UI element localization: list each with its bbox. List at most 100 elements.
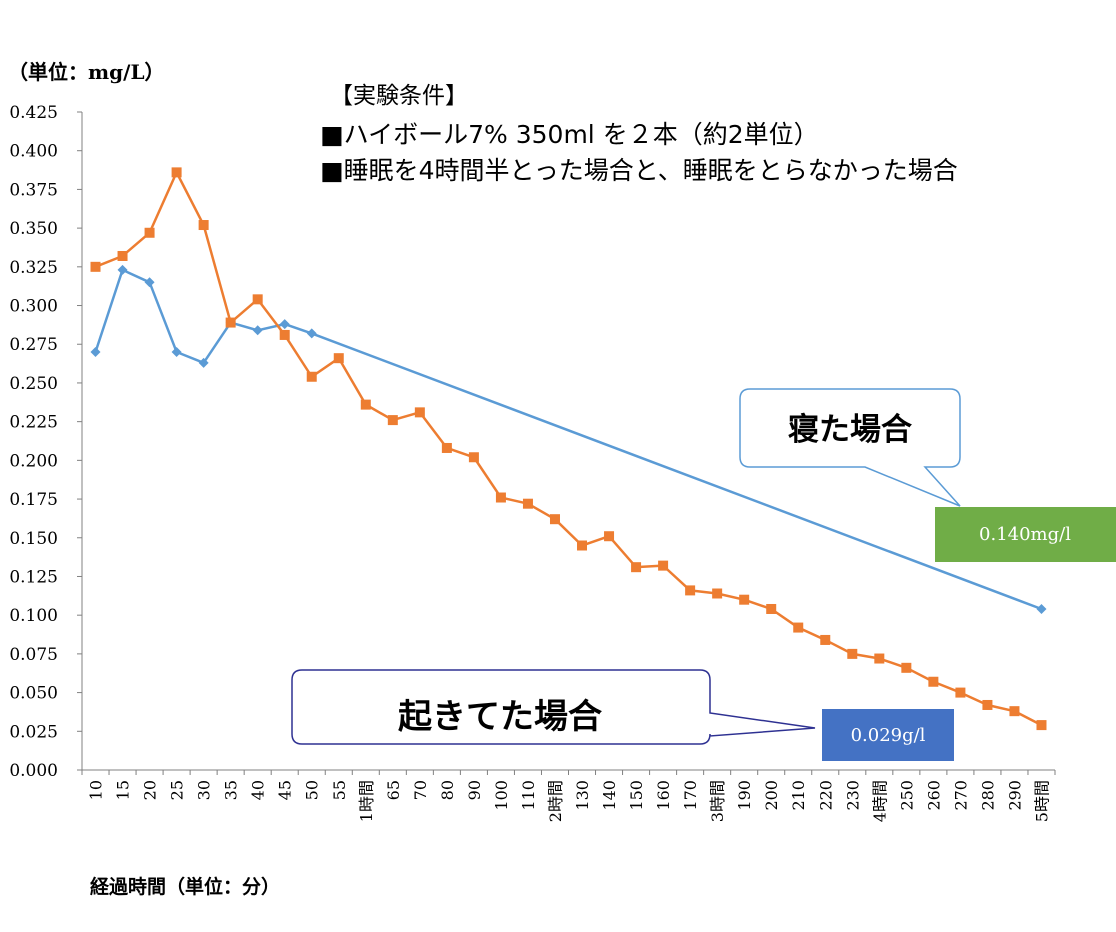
series-2-point bbox=[1036, 720, 1047, 731]
series-2-point bbox=[766, 603, 777, 614]
x-tick-label: 25 bbox=[168, 780, 187, 800]
series-2-point bbox=[414, 407, 425, 418]
slept-callout-bubble bbox=[739, 388, 961, 507]
x-tick-label: 250 bbox=[897, 780, 916, 811]
x-tick-label: 190 bbox=[735, 780, 754, 811]
series-1-point bbox=[252, 325, 263, 336]
x-tick-label: 35 bbox=[222, 780, 241, 800]
series-2-point bbox=[955, 687, 966, 698]
awake-value-text: 0.029g/l bbox=[851, 725, 926, 746]
x-tick-label: 200 bbox=[762, 780, 781, 811]
awake-callout: 起きてた場合 bbox=[291, 669, 816, 745]
y-tick-label: 0.050 bbox=[9, 684, 58, 704]
series-2-point bbox=[874, 653, 885, 664]
y-tick-label: 0.125 bbox=[9, 567, 58, 587]
x-tick-label: 10 bbox=[87, 780, 106, 800]
series-2-point bbox=[658, 560, 669, 571]
series-2-point bbox=[549, 514, 560, 525]
series-2-point bbox=[631, 562, 642, 573]
y-tick-label: 0.175 bbox=[9, 490, 58, 510]
series-markers bbox=[90, 167, 1047, 731]
series-2-point bbox=[441, 442, 452, 453]
awake-value-box: 0.029g/l bbox=[822, 709, 954, 761]
slept-value-text: 0.140mg/l bbox=[979, 524, 1071, 545]
x-tick-label: 150 bbox=[627, 780, 646, 811]
y-tick-label: 0.275 bbox=[9, 335, 58, 355]
y-tick-label: 0.000 bbox=[9, 761, 58, 781]
y-tick-label: 0.425 bbox=[9, 103, 58, 123]
series-1-point bbox=[90, 346, 101, 357]
series-2-point bbox=[712, 588, 723, 599]
conditions-title: 【実験条件】 bbox=[330, 83, 468, 109]
y-tick-label: 0.100 bbox=[9, 606, 58, 626]
x-tick-label: 70 bbox=[411, 780, 430, 800]
series-2-point bbox=[306, 371, 317, 382]
series-2-point bbox=[793, 622, 804, 633]
axes bbox=[77, 111, 1056, 775]
series-2-point bbox=[820, 634, 831, 645]
x-tick-label: 55 bbox=[330, 780, 349, 800]
y-tick-label: 0.400 bbox=[9, 142, 58, 162]
y-tick-label: 0.250 bbox=[9, 374, 58, 394]
series-2-point bbox=[901, 662, 912, 673]
y-tick-label: 0.150 bbox=[9, 529, 58, 549]
x-tick-label: 2時間 bbox=[546, 780, 565, 822]
x-tick-label: 110 bbox=[519, 780, 538, 811]
x-tick-label: 100 bbox=[492, 780, 511, 811]
x-tick-label: 40 bbox=[249, 780, 268, 800]
x-tick-label: 270 bbox=[951, 780, 970, 811]
series-1-point bbox=[279, 319, 290, 330]
x-tick-label: 5時間 bbox=[1032, 780, 1051, 822]
series-2-point bbox=[387, 415, 398, 426]
x-tick-label: 280 bbox=[978, 780, 997, 811]
series-2-point bbox=[847, 648, 858, 659]
series-1-point bbox=[198, 357, 209, 368]
series-1-point bbox=[117, 264, 128, 275]
series-2-point bbox=[90, 261, 101, 272]
x-tick-labels: 10 15 20 25 30 35 40 45 50 55 1時間 65 70 80 90 100 110 2時間… bbox=[87, 780, 1052, 822]
series-2-point bbox=[468, 452, 479, 463]
x-tick-label: 220 bbox=[816, 780, 835, 811]
series-2-point bbox=[577, 540, 588, 551]
x-tick-label: 65 bbox=[384, 780, 403, 800]
x-tick-label: 45 bbox=[276, 780, 295, 800]
x-tick-label: 4時間 bbox=[870, 780, 889, 822]
series-2-point bbox=[982, 699, 993, 710]
series-1-line bbox=[94, 268, 1042, 611]
x-tick-label: 130 bbox=[573, 780, 592, 811]
y-tick-label: 0.350 bbox=[9, 219, 58, 239]
series-2-point bbox=[928, 676, 939, 687]
y-tick-label: 0.200 bbox=[9, 451, 58, 471]
series-1-point bbox=[1036, 603, 1047, 614]
series-2-point bbox=[144, 227, 155, 238]
series-2-point bbox=[604, 531, 615, 542]
condition-line-1: ■ハイボール7% 350ml を２本（約2単位） bbox=[320, 120, 819, 149]
x-tick-label: 260 bbox=[924, 780, 943, 811]
y-tick-label: 0.025 bbox=[9, 722, 58, 742]
x-tick-label: 90 bbox=[465, 780, 484, 800]
awake-callout-bubble bbox=[291, 669, 816, 745]
x-tick-label: 50 bbox=[303, 780, 322, 800]
x-tick-label: 15 bbox=[114, 780, 133, 800]
x-tick-label: 80 bbox=[438, 780, 457, 800]
slept-value-box: 0.140mg/l bbox=[935, 507, 1116, 562]
x-tick-label: 170 bbox=[681, 780, 700, 811]
series-2-point bbox=[685, 585, 696, 596]
awake-callout-text: 起きてた場合 bbox=[398, 697, 602, 737]
x-tick-label: 230 bbox=[843, 780, 862, 811]
series-2-point bbox=[360, 399, 371, 410]
x-tick-label: 290 bbox=[1005, 780, 1024, 811]
x-tick-label: 1時間 bbox=[357, 780, 376, 822]
x-tick-label: 160 bbox=[654, 780, 673, 811]
slept-callout-text: 寝た場合 bbox=[788, 412, 912, 448]
slept-callout: 寝た場合 bbox=[739, 388, 961, 507]
series-2-point bbox=[333, 353, 344, 364]
series-2-point bbox=[739, 594, 750, 605]
series-2-point bbox=[225, 317, 236, 328]
x-tick-label: 30 bbox=[195, 780, 214, 800]
series-1-point bbox=[171, 346, 182, 357]
y-tick-label: 0.325 bbox=[9, 258, 58, 278]
series-2-point bbox=[522, 498, 533, 509]
y-tick-label: 0.225 bbox=[9, 413, 58, 433]
